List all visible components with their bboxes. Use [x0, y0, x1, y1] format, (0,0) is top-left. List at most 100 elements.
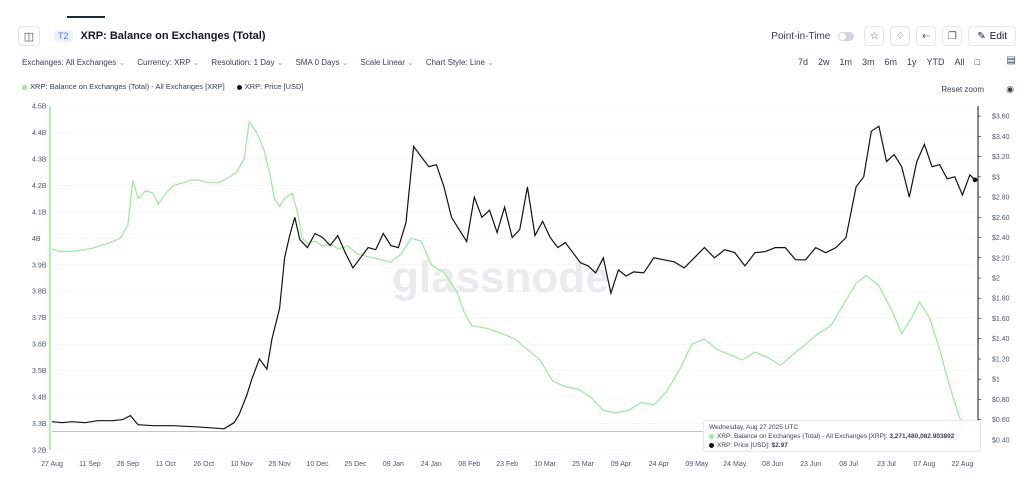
- y-right-tick-label: $3.60: [992, 114, 1010, 121]
- x-tick-label: 07 Aug: [914, 461, 936, 468]
- y-right-tick-label: $3.20: [992, 154, 1010, 161]
- y-right-tick-label: $0.60: [992, 417, 1010, 424]
- chart-legend: XRP: Balance on Exchanges (Total) - All …: [22, 82, 303, 91]
- x-tick-label: 08 Feb: [458, 461, 480, 468]
- filter-chart-style[interactable]: Chart Style: Line: [426, 58, 494, 67]
- legend-balance-label: XRP: Balance on Exchanges (Total) - All …: [30, 82, 225, 91]
- legend-price-label: XRP: Price [USD]: [244, 82, 304, 91]
- y-left-tick-label: 3.7B: [32, 315, 47, 322]
- edit-label: Edit: [989, 30, 1007, 42]
- filter-resolution[interactable]: Resolution: 1 Day: [211, 58, 283, 67]
- copy-icon[interactable]: ❐: [942, 26, 963, 46]
- x-tick-label: 09 Jan: [383, 461, 404, 468]
- y-left-tick-label: 4.3B: [32, 156, 47, 163]
- legend-balance-dot: [22, 84, 27, 90]
- tooltip-price-dot: [709, 442, 714, 448]
- y-right-tick-label: $1.80: [992, 296, 1010, 303]
- legend-price-dot: [236, 84, 242, 90]
- pencil-icon: ✎: [977, 30, 986, 42]
- y-left-tick-label: 3.2B: [32, 448, 47, 455]
- y-left-tick-label: 3.5B: [32, 368, 47, 375]
- x-tick-label: 08 Jul: [839, 461, 858, 468]
- tooltip-balance-row: XRP: Balance on Exchanges (Total) - All …: [709, 433, 975, 440]
- y-left-tick-label: 3.8B: [32, 289, 47, 296]
- y-left-tick-label: 3.9B: [32, 262, 47, 269]
- y-right-tick-label: $2: [992, 276, 1000, 283]
- x-tick-label: 25 Mar: [572, 461, 594, 468]
- bell-icon[interactable]: ♢: [890, 26, 911, 46]
- x-tick-label: 25 Dec: [344, 461, 367, 468]
- x-tick-label: 22 Aug: [951, 461, 973, 468]
- y-right-tick-label: $2.60: [992, 215, 1010, 222]
- y-left-tick-label: 3.4B: [32, 395, 47, 402]
- y-left-tick-label: 4.1B: [32, 209, 47, 216]
- price-hover-marker: [972, 177, 978, 183]
- x-tick-label: 10 Mar: [534, 461, 556, 468]
- legend-balance[interactable]: XRP: Balance on Exchanges (Total) - All …: [22, 82, 225, 91]
- chart-header: ◫ T2 XRP: Balance on Exchanges (Total) P…: [18, 24, 1016, 48]
- point-in-time-label: Point-in-Time: [771, 30, 831, 42]
- range-7d[interactable]: 7d: [797, 57, 808, 67]
- tier-badge: T2: [54, 30, 73, 42]
- range-2w[interactable]: 2w: [817, 57, 830, 67]
- y-left-axis: 3.2B 3.3B 3.4B 3.5B 3.6B 3.7B 3.8B 3.9B 4B 4.1B 4.…: [32, 104, 51, 455]
- filter-sma[interactable]: SMA 0 Days: [295, 58, 348, 67]
- range-3m[interactable]: 3m: [862, 57, 875, 67]
- x-tick-label: 26 Sep: [117, 461, 139, 468]
- range-1m[interactable]: 1m: [839, 57, 852, 67]
- header-tools: Point-in-Time ☆ ♢ ⇠ ❐ ✎ Edit: [771, 24, 1016, 48]
- filter-bar: Exchanges: All Exchanges Currency: XRP R…: [22, 58, 494, 67]
- x-tick-label: 23 Jul: [877, 461, 896, 468]
- x-tick-label: 10 Dec: [306, 461, 329, 468]
- filter-exchanges[interactable]: Exchanges: All Exchanges: [22, 58, 125, 67]
- x-tick-label: 24 May: [723, 461, 746, 468]
- tooltip-price-label: XRP: Price [USD]:: [717, 442, 770, 449]
- x-tick-label: 24 Apr: [649, 461, 670, 468]
- y-right-tick-label: $2.80: [992, 195, 1010, 202]
- y-left-tick-label: 4B: [32, 236, 41, 243]
- point-in-time-toggle[interactable]: [838, 31, 855, 41]
- x-tick-label: 24 Jan: [421, 461, 442, 468]
- tooltip-balance-label: XRP: Balance on Exchanges (Total) - All …: [717, 433, 888, 440]
- y-right-tick-label: $3.40: [992, 134, 1010, 141]
- y-left-tick-label: 3.3B: [32, 421, 47, 428]
- sidebar-toggle-icon[interactable]: ◫: [18, 26, 40, 46]
- range-1y[interactable]: 1y: [907, 57, 917, 67]
- x-tick-label: 10 Nov: [231, 461, 254, 468]
- y-right-tick-label: $2.20: [992, 255, 1010, 262]
- y-right-tick-label: $0.80: [992, 397, 1010, 404]
- chart-title: XRP: Balance on Exchanges (Total): [80, 30, 266, 42]
- hover-tooltip: Wednesday, Aug 27 2025 UTC XRP: Balance …: [703, 420, 981, 452]
- range-all[interactable]: All: [954, 57, 965, 67]
- filter-scale[interactable]: Scale Linear: [360, 58, 413, 67]
- y-right-tick-label: $1: [992, 377, 1000, 384]
- balance-series-line: [51, 120, 976, 432]
- watermark: glassnode: [392, 253, 610, 302]
- tooltip-price-row: XRP: Price [USD]: $2.97: [709, 442, 975, 449]
- tooltip-balance-dot: [709, 433, 714, 439]
- reset-zoom-button[interactable]: Reset zoom: [941, 85, 984, 94]
- share-icon[interactable]: ⇠: [916, 26, 937, 46]
- x-axis: 27 Aug 11 Sep 26 Sep 11 Oct 26 Oct 10 Nov 25 N…: [41, 461, 973, 468]
- active-tab-indicator: [67, 16, 105, 18]
- x-tick-label: 23 Feb: [496, 461, 518, 468]
- tooltip-date: Wednesday, Aug 27 2025 UTC: [709, 424, 799, 431]
- x-tick-label: 25 Nov: [268, 461, 291, 468]
- y-right-tick-label: $3: [992, 174, 1000, 181]
- zoom-select-icon[interactable]: □: [974, 57, 980, 67]
- y-left-tick-label: 3.6B: [32, 342, 47, 349]
- x-tick-label: 27 Aug: [41, 461, 63, 468]
- y-right-tick-label: $0.40: [992, 437, 1010, 444]
- filter-currency[interactable]: Currency: XRP: [137, 58, 199, 67]
- camera-icon[interactable]: ◉: [1006, 84, 1014, 94]
- y-right-tick-label: $1.60: [992, 316, 1010, 323]
- tooltip-price-value: $2.97: [771, 442, 788, 449]
- y-right-tick-label: $1.40: [992, 336, 1010, 343]
- legend-price[interactable]: XRP: Price [USD]: [236, 82, 304, 91]
- edit-button[interactable]: ✎ Edit: [968, 26, 1016, 46]
- calendar-icon[interactable]: ▤: [1006, 55, 1016, 66]
- star-icon[interactable]: ☆: [864, 26, 885, 46]
- range-ytd[interactable]: YTD: [926, 57, 945, 67]
- range-6m[interactable]: 6m: [884, 57, 898, 67]
